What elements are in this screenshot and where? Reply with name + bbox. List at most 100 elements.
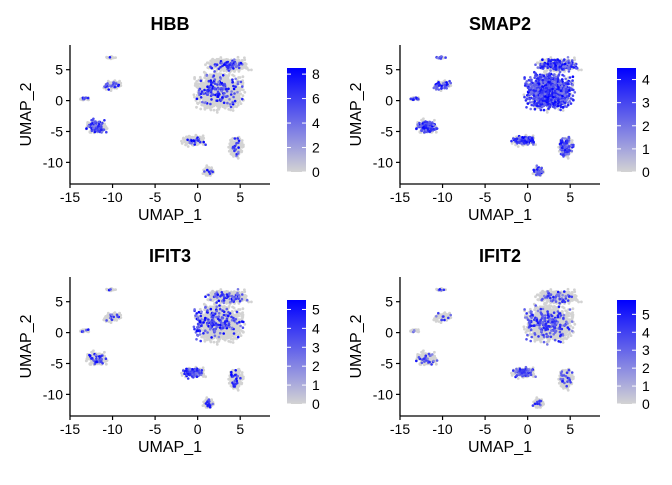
- cell-point-expressed: [235, 142, 238, 145]
- cell-point-expressed: [232, 67, 235, 70]
- scatter-points: [79, 55, 253, 177]
- y-tick-label: -10: [43, 154, 63, 170]
- cell-point: [206, 99, 209, 102]
- cell-point-expressed: [203, 92, 206, 95]
- cell-point-expressed: [232, 96, 235, 99]
- cell-point-expressed: [219, 83, 222, 86]
- cell-point-expressed: [200, 80, 203, 83]
- cell-point: [182, 137, 185, 140]
- cell-point: [562, 109, 565, 112]
- cell-point: [242, 94, 245, 97]
- cell-point-expressed: [113, 86, 116, 89]
- cell-point: [105, 127, 108, 130]
- cell-point-expressed: [90, 123, 93, 126]
- cell-point-expressed: [233, 92, 236, 95]
- cell-point: [222, 68, 225, 71]
- cell-point-expressed: [197, 139, 200, 142]
- cell-point-expressed: [220, 99, 223, 102]
- cell-point-expressed: [222, 74, 225, 77]
- cell-point-expressed: [201, 101, 204, 104]
- cell-point-expressed: [234, 137, 237, 140]
- cell-point-expressed: [226, 95, 229, 98]
- cell-point-expressed: [557, 105, 560, 108]
- cell-point-expressed: [218, 88, 221, 91]
- cell-point: [114, 56, 117, 59]
- cell-point-expressed: [213, 87, 216, 90]
- cell-point-expressed: [220, 62, 223, 65]
- cell-point-expressed: [91, 130, 94, 133]
- cell-point-expressed: [219, 76, 222, 79]
- cell-point-expressed: [186, 139, 189, 142]
- cell-point-expressed: [190, 142, 193, 145]
- cell-point-expressed: [218, 68, 221, 71]
- cell-point-expressed: [109, 56, 112, 59]
- cell-point-expressed: [225, 61, 228, 64]
- cell-point-expressed: [103, 119, 106, 122]
- cell-point-expressed: [115, 82, 118, 85]
- cell-point-expressed: [213, 74, 216, 77]
- cell-point: [580, 69, 583, 72]
- cell-point-expressed: [231, 61, 234, 64]
- cell-point: [250, 69, 253, 72]
- cell-point: [242, 89, 245, 92]
- cell-point-expressed: [241, 98, 244, 101]
- cell-point-expressed: [531, 101, 534, 104]
- cell-point-expressed: [209, 66, 212, 69]
- cell-point: [193, 76, 196, 79]
- cell-point: [199, 108, 202, 111]
- cell-point-expressed: [233, 146, 236, 149]
- cell-point-expressed: [232, 85, 235, 88]
- cell-point: [549, 56, 552, 59]
- cell-point: [201, 86, 204, 89]
- cell-point-expressed: [223, 102, 226, 105]
- cell-point-expressed: [207, 88, 210, 91]
- cell-point: [517, 145, 520, 148]
- cell-point-expressed: [233, 88, 236, 91]
- cell-point-expressed: [217, 81, 220, 84]
- cell-point-expressed: [204, 101, 207, 104]
- cell-point-expressed: [100, 128, 103, 131]
- cell-point-expressed: [528, 79, 531, 82]
- cell-point: [217, 76, 220, 79]
- cell-point: [181, 142, 184, 145]
- cell-point-expressed: [233, 58, 236, 61]
- cell-point-expressed: [570, 102, 573, 105]
- cell-point: [119, 82, 122, 85]
- cell-point: [241, 59, 244, 62]
- cell-point-expressed: [561, 74, 564, 77]
- cell-point-expressed: [529, 76, 532, 79]
- cell-point-expressed: [211, 171, 214, 174]
- cell-point: [203, 71, 206, 74]
- x-tick-label: 0: [194, 189, 202, 205]
- cell-point-expressed: [214, 78, 217, 81]
- cell-point-expressed: [237, 83, 240, 86]
- cell-point-expressed: [85, 127, 88, 130]
- cell-point: [228, 150, 231, 153]
- cell-point: [214, 102, 217, 105]
- cell-point-expressed: [220, 87, 223, 90]
- cell-point-expressed: [206, 169, 209, 172]
- cell-point-expressed: [236, 137, 239, 140]
- cell-point-expressed: [217, 95, 220, 98]
- cell-point-expressed: [216, 63, 219, 66]
- cell-point-expressed: [534, 103, 537, 106]
- cell-point: [573, 58, 576, 61]
- cell-point-expressed: [543, 109, 546, 112]
- cell-point: [206, 77, 209, 80]
- cell-point-expressed: [570, 97, 573, 100]
- cell-point: [241, 139, 244, 142]
- scatter-points: [409, 55, 583, 177]
- cell-point: [208, 107, 211, 110]
- cell-point: [213, 109, 216, 112]
- cell-point-expressed: [208, 80, 211, 83]
- cell-point-expressed: [87, 125, 90, 128]
- cell-point-expressed: [202, 141, 205, 144]
- cell-point-expressed: [198, 89, 201, 92]
- cell-point-expressed: [83, 97, 86, 100]
- cell-point-expressed: [210, 88, 213, 91]
- cell-point: [199, 83, 202, 86]
- cell-point-expressed: [200, 93, 203, 96]
- cell-point: [233, 70, 236, 73]
- cell-point-expressed: [230, 106, 233, 109]
- cell-point: [110, 87, 113, 90]
